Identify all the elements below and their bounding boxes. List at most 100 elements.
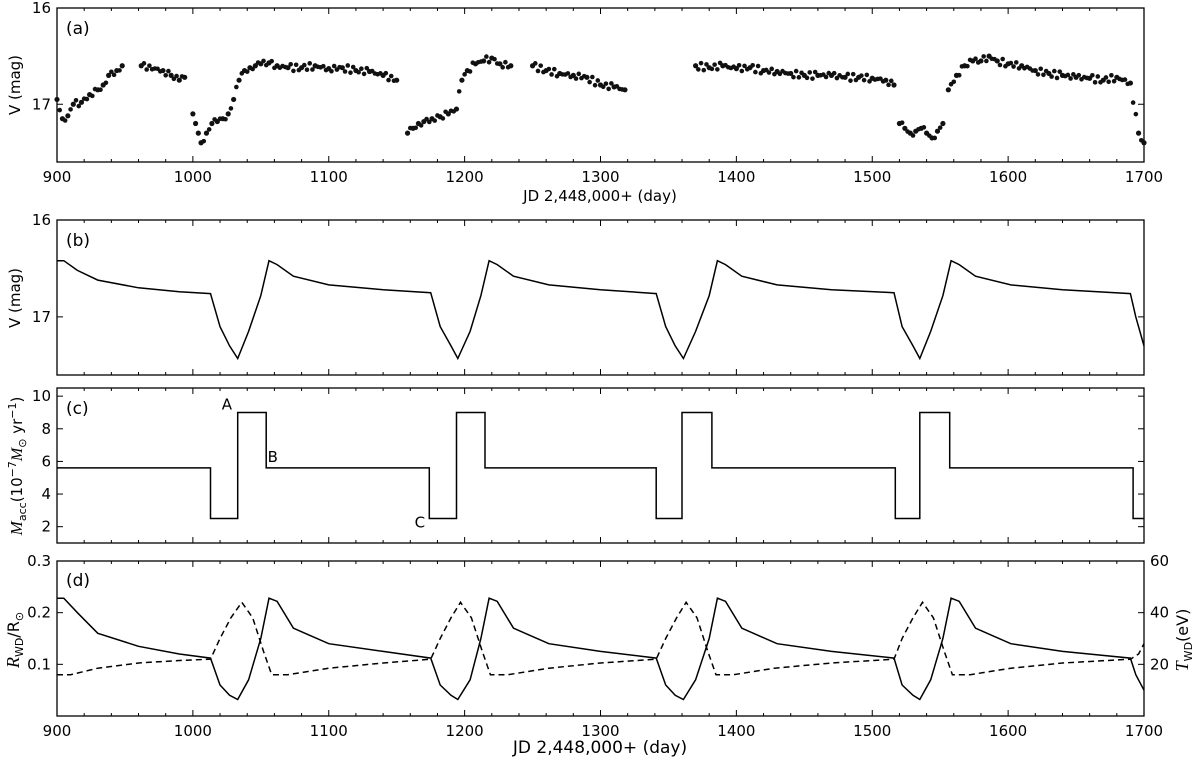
ylabel-c-exp: −7	[6, 461, 19, 477]
data-point	[840, 74, 845, 80]
panel-c-ylabel: Macc(10−7M⊙ yr−1)	[6, 397, 29, 537]
data-point	[147, 63, 152, 68]
data-point	[587, 79, 592, 85]
data-point	[1133, 111, 1139, 117]
data-point	[1111, 78, 1117, 84]
ylabel-c-sun: ⊙	[16, 439, 29, 448]
y-tick-label: 8	[41, 420, 51, 438]
data-point	[899, 120, 905, 125]
data-point	[168, 72, 174, 78]
data-point	[252, 63, 258, 69]
data-point	[850, 71, 856, 77]
data-point	[426, 119, 432, 125]
ylabel-c-unit: (10	[8, 477, 26, 502]
data-point	[905, 129, 910, 134]
panel-b-label: (b)	[66, 231, 90, 251]
data-point	[111, 72, 117, 78]
data-point	[984, 58, 989, 64]
data-point	[203, 130, 210, 136]
data-point	[916, 126, 921, 132]
y-tick-label: 17	[32, 95, 51, 113]
data-point	[209, 120, 215, 127]
data-point	[106, 72, 112, 78]
data-point	[331, 63, 337, 69]
data-point	[291, 68, 296, 74]
data-point	[459, 77, 465, 83]
data-point	[179, 74, 185, 79]
series-line-temperature	[57, 600, 1145, 676]
data-point	[424, 116, 429, 122]
data-point	[1090, 72, 1095, 78]
data-point	[1076, 72, 1082, 78]
data-point	[350, 64, 356, 70]
data-point	[891, 82, 897, 88]
data-point	[484, 54, 489, 59]
y-tick-right-label: 40	[1150, 604, 1169, 622]
x-tick-label: 1100	[310, 722, 348, 740]
data-point	[886, 82, 891, 88]
series-line	[57, 597, 1145, 701]
data-point	[959, 64, 965, 69]
panel-a-marks	[54, 53, 1147, 146]
y-tick-label: 16	[32, 0, 51, 17]
data-point	[758, 70, 764, 76]
data-point	[255, 60, 261, 65]
x-tick-label: 1400	[717, 722, 755, 740]
data-point	[951, 79, 957, 85]
annotation-b: B	[268, 448, 278, 466]
data-point	[606, 86, 611, 92]
data-point	[1000, 56, 1005, 62]
data-point	[717, 60, 723, 66]
data-point	[861, 77, 867, 83]
panel-a-light-curve: 900 1000 1100 1200 1300 1400 1500 1600 17001617 …	[6, 0, 1163, 205]
data-point	[592, 82, 598, 88]
data-point	[712, 62, 717, 67]
data-point	[1049, 74, 1054, 79]
data-point	[1122, 77, 1128, 82]
panel-a-ticks: 900 1000 1100 1200 1300 1400 1500 1600 1700 16 17	[32, 0, 1163, 186]
data-point	[826, 70, 832, 76]
data-point	[117, 68, 122, 73]
data-point	[965, 63, 970, 69]
data-point	[956, 72, 962, 78]
data-point	[880, 79, 886, 84]
data-point	[440, 116, 446, 121]
data-point	[451, 109, 457, 114]
data-point	[532, 61, 538, 66]
data-point	[967, 57, 973, 63]
panel-b-ylabel: V (mag)	[6, 268, 24, 328]
x-tick-label: 1000	[174, 722, 212, 740]
data-point	[84, 96, 90, 102]
data-point	[1054, 75, 1060, 81]
x-tick-label: 900	[43, 722, 72, 740]
data-point	[932, 135, 938, 141]
y-tick-label: 4	[41, 485, 51, 503]
data-point	[888, 78, 894, 84]
panel-d-ylabel-right: TWD(eV)	[1172, 609, 1195, 672]
ylabel-d-r: R	[3, 657, 23, 669]
y-tick-label: 17	[32, 308, 51, 326]
data-point	[201, 138, 207, 144]
data-point	[282, 64, 288, 70]
ylabel-c-msun: M	[9, 446, 26, 462]
data-point	[288, 62, 294, 67]
data-point	[823, 74, 829, 80]
data-point	[361, 71, 367, 77]
data-point	[799, 70, 804, 76]
data-point	[1138, 137, 1144, 143]
data-point	[538, 63, 544, 68]
data-point	[494, 61, 500, 66]
panel-a-label: (a)	[66, 19, 90, 39]
panel-d-marks	[57, 597, 1145, 701]
data-point	[462, 72, 467, 77]
ylabel-d-twd: WD	[1182, 642, 1195, 661]
data-point	[576, 71, 582, 77]
data-point	[321, 63, 326, 69]
data-point	[1135, 130, 1142, 136]
data-point	[859, 73, 864, 78]
data-point	[223, 116, 228, 122]
panel-d-radius-temperature: 900 1000 1100 1200 1300 1400 1500 1600 1700 0.1 0.…	[3, 552, 1195, 758]
y-tick-label: 0.2	[27, 604, 51, 622]
